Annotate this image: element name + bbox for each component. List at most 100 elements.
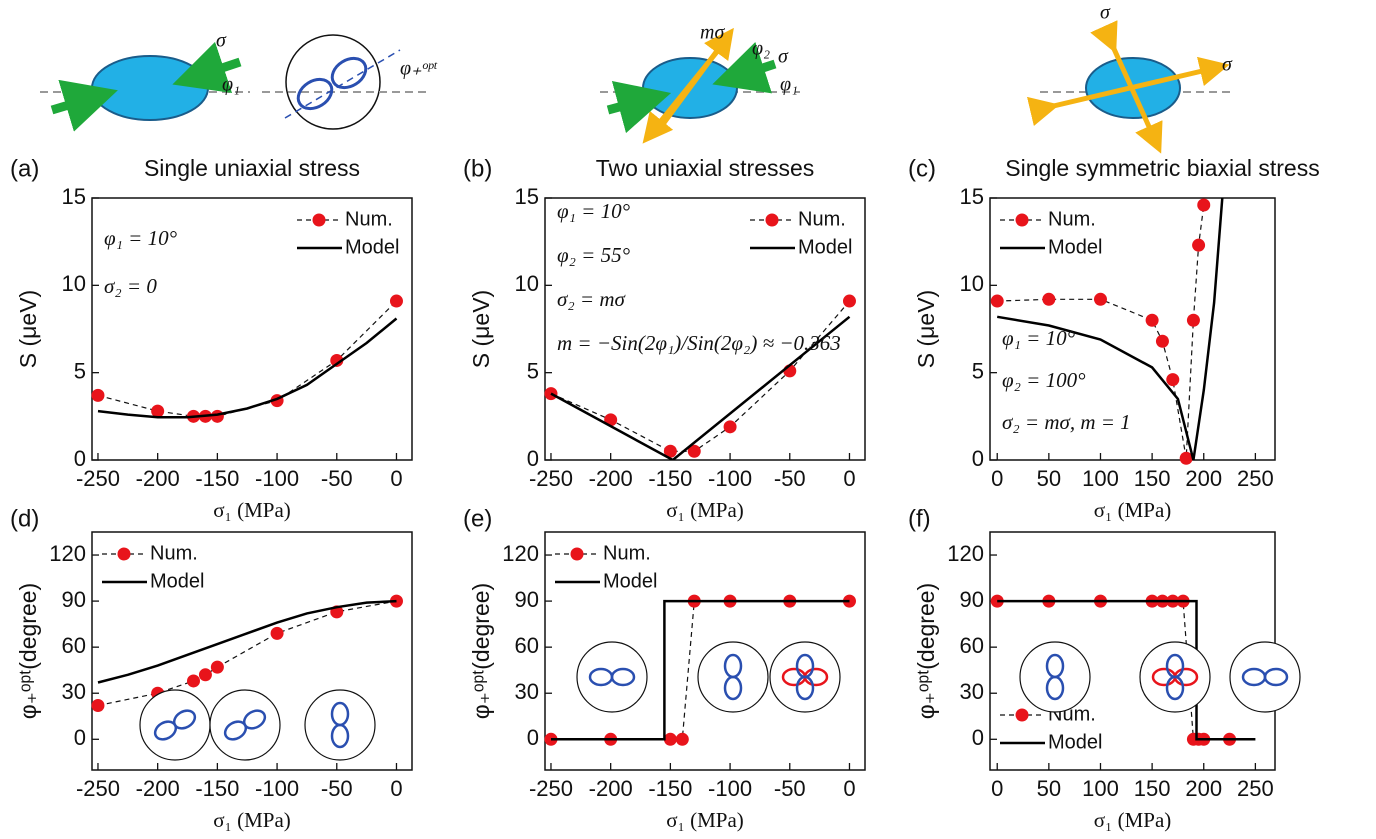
inset-polar (577, 642, 647, 712)
legend-label: Model (1048, 236, 1102, 258)
legend-marker (313, 214, 326, 227)
schematic-c: σ σ (1040, 2, 1233, 140)
panel-title: Two uniaxial stresses (596, 155, 815, 181)
y-tick-label: 90 (515, 587, 539, 612)
x-tick-label: -50 (321, 466, 353, 491)
x-tick-label: 100 (1082, 776, 1119, 801)
panel-label: (f) (908, 505, 931, 532)
x-tick-label: 0 (843, 776, 855, 801)
data-point (1187, 314, 1200, 327)
y-tick-label: 5 (74, 358, 86, 383)
y-axis-label: φ₊ᵒᵖᵗ(degree) (468, 583, 494, 719)
data-point (390, 295, 403, 308)
legend-marker (1016, 709, 1029, 722)
x-axis-label: σ₁ (MPa) (1094, 498, 1172, 522)
schematic-label: σ (1100, 2, 1111, 24)
panel-title: Single uniaxial stress (144, 155, 360, 181)
y-tick-label: 30 (960, 679, 984, 704)
x-tick-label: 0 (843, 466, 855, 491)
figure: σ φ₁ φ₊ᵒᵖᵗ mσ φ₂ σ φ₁ σ σ (a)Single unia… (0, 0, 1376, 839)
x-tick-label: -100 (255, 466, 299, 491)
panel: (d)-250-200-150-100-5000306090120σ₁ (MPa… (10, 505, 412, 831)
panel-label: (b) (463, 155, 492, 182)
legend-label: Model (798, 236, 852, 258)
y-tick-label: 60 (515, 633, 539, 658)
x-tick-label: 150 (1134, 776, 1171, 801)
legend-label: Num. (798, 208, 846, 230)
x-tick-label: 50 (1037, 776, 1061, 801)
y-tick-label: 120 (502, 541, 539, 566)
y-tick-label: 15 (62, 184, 86, 209)
legend-label: Num. (150, 542, 198, 564)
inset-polar (1140, 642, 1210, 712)
x-tick-label: -200 (589, 466, 633, 491)
panel: (a)Single uniaxial stress-250-200-150-10… (10, 155, 412, 522)
y-tick-label: 60 (62, 633, 86, 658)
x-axis-label: σ₁ (MPa) (213, 808, 291, 832)
data-point (1042, 293, 1055, 306)
legend-label: Model (603, 570, 657, 592)
x-axis-label: σ₁ (MPa) (1094, 808, 1172, 832)
y-tick-label: 10 (960, 271, 984, 296)
x-axis-label: σ₁ (MPa) (666, 808, 744, 832)
model-line (98, 319, 397, 418)
x-tick-label: -250 (76, 776, 120, 801)
legend-marker (1016, 214, 1029, 227)
y-tick-label: 30 (62, 679, 86, 704)
data-point (1197, 198, 1210, 211)
y-axis-label: φ₊ᵒᵖᵗ(degree) (913, 583, 939, 719)
data-point (1156, 335, 1169, 348)
x-axis-label: σ₁ (MPa) (213, 498, 291, 522)
x-tick-label: -100 (708, 466, 752, 491)
x-axis-label: σ₁ (MPa) (666, 498, 744, 522)
x-tick-label: -200 (136, 466, 180, 491)
data-point (1146, 314, 1159, 327)
x-tick-label: 0 (390, 776, 402, 801)
data-point (1192, 239, 1205, 252)
y-tick-label: 0 (527, 725, 539, 750)
y-axis-label: S (μeV) (468, 290, 494, 368)
panel-label: (c) (908, 155, 936, 182)
data-point (187, 674, 200, 687)
annotation: φ₂ = 100° (1002, 368, 1086, 392)
x-tick-label: -150 (648, 466, 692, 491)
num-line (551, 301, 850, 451)
y-tick-label: 30 (515, 679, 539, 704)
x-tick-label: -200 (136, 776, 180, 801)
annotation: φ₁ = 10° (557, 199, 631, 223)
inset-polar (1020, 642, 1090, 712)
model-line (98, 601, 397, 682)
panel-label: (d) (10, 505, 39, 532)
x-tick-label: -100 (255, 776, 299, 801)
legend-label: Num. (1048, 208, 1096, 230)
annotation: σ₂ = 0 (104, 274, 157, 298)
legend-label: Num. (603, 542, 651, 564)
y-tick-label: 90 (62, 587, 86, 612)
data-point (724, 420, 737, 433)
y-tick-label: 0 (74, 446, 86, 471)
y-tick-label: 60 (960, 633, 984, 658)
annotation: σ₂ = mσ, m = 1 (1002, 410, 1131, 434)
x-tick-label: -200 (589, 776, 633, 801)
x-tick-label: 250 (1237, 776, 1274, 801)
x-tick-label: 0 (991, 466, 1003, 491)
x-tick-label: -150 (195, 776, 239, 801)
x-tick-label: -50 (774, 466, 806, 491)
y-tick-label: 10 (515, 271, 539, 296)
annotation: φ₁ = 10° (1002, 326, 1076, 350)
num-line (98, 301, 397, 416)
legend-label: Model (345, 236, 399, 258)
x-tick-label: -150 (195, 466, 239, 491)
panel: (b)Two uniaxial stresses-250-200-150-100… (463, 155, 865, 522)
inset-polar (1230, 642, 1300, 712)
data-point (676, 733, 689, 746)
y-tick-label: 5 (972, 358, 984, 383)
schematic-label: σ (1222, 54, 1233, 76)
data-point (664, 733, 677, 746)
x-tick-label: 200 (1185, 466, 1222, 491)
schematic-b: mσ φ₂ σ φ₁ (600, 22, 800, 135)
data-point (843, 295, 856, 308)
legend-marker (766, 214, 779, 227)
